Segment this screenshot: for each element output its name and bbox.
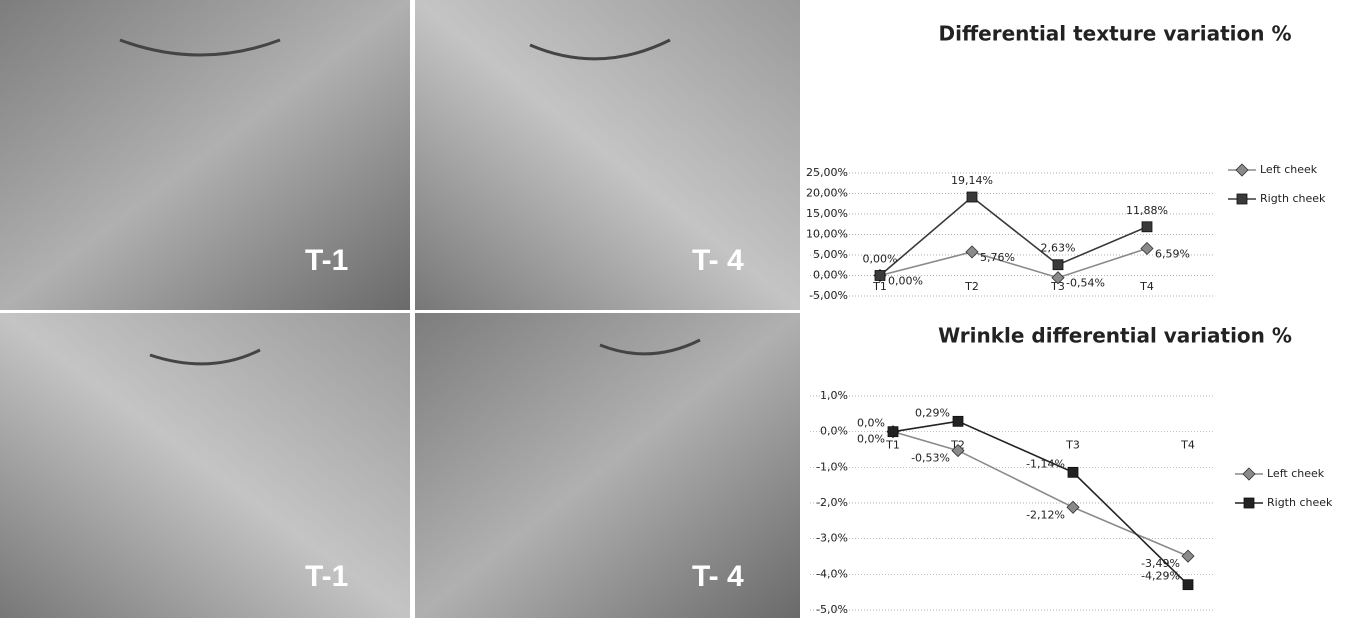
y-tick-label: 15,00%	[806, 207, 848, 220]
photo-label: T- 4	[692, 244, 744, 277]
x-tick-label: T3	[1065, 439, 1080, 452]
legend-label: Rigth cheek	[1260, 192, 1326, 205]
marker	[1141, 242, 1153, 254]
page: T-1 T- 4 T-1 T- 4 Differential texture v…	[0, 0, 1370, 618]
photo-label: T-1	[305, 560, 348, 593]
photo	[0, 313, 410, 618]
marker	[888, 427, 898, 437]
photo	[0, 0, 410, 310]
x-tick-label: T4	[1180, 439, 1195, 452]
y-tick-label: 1,0%	[820, 389, 848, 402]
marker	[875, 271, 885, 281]
y-tick-label: 0,0%	[820, 425, 848, 438]
data-label: -0,54%	[1066, 277, 1105, 290]
photo-label: T-1	[305, 244, 348, 277]
marker	[953, 416, 963, 426]
data-label: 0,0%	[857, 433, 885, 446]
y-tick-label: -3,0%	[816, 532, 848, 545]
data-label: 0,00%	[888, 275, 923, 288]
chart-title: Differential texture variation %	[939, 22, 1292, 46]
y-tick-label: 10,00%	[806, 228, 848, 241]
marker	[1142, 222, 1152, 232]
y-tick-label: -5,00%	[809, 289, 848, 302]
data-label: -1,14%	[1026, 457, 1065, 470]
y-tick-label: -2,0%	[816, 496, 848, 509]
legend-label: Rigth cheek	[1267, 496, 1333, 509]
chart-title: Wrinkle differential variation %	[938, 324, 1292, 348]
marker	[967, 192, 977, 202]
data-label: 0,00%	[863, 253, 898, 266]
data-label: 19,14%	[951, 174, 993, 187]
legend-marker	[1244, 498, 1254, 508]
marker	[966, 246, 978, 258]
data-label: 6,59%	[1155, 247, 1190, 260]
data-label: 0,0%	[857, 417, 885, 430]
data-label: 11,88%	[1126, 204, 1168, 217]
figure: T-1 T- 4 T-1 T- 4 Differential texture v…	[0, 0, 1370, 618]
legend-marker	[1237, 194, 1247, 204]
y-tick-label: 20,00%	[806, 187, 848, 200]
photo-label: T- 4	[692, 560, 744, 593]
legend-label: Left cheek	[1260, 163, 1318, 176]
y-tick-label: -4,0%	[816, 567, 848, 580]
data-label: -0,53%	[911, 452, 950, 465]
y-tick-label: -5,0%	[816, 603, 848, 616]
data-label: -3,49%	[1141, 557, 1180, 570]
x-tick-label: T1	[885, 439, 900, 452]
marker	[1068, 467, 1078, 477]
marker	[1183, 580, 1193, 590]
legend-label: Left cheek	[1267, 467, 1325, 480]
data-label: 5,76%	[980, 251, 1015, 264]
y-tick-label: -1,0%	[816, 460, 848, 473]
data-label: 2,63%	[1041, 242, 1076, 255]
data-label: -4,29%	[1141, 570, 1180, 583]
marker	[1182, 550, 1194, 562]
marker	[1053, 260, 1063, 270]
y-tick-label: 5,00%	[813, 248, 848, 261]
y-tick-label: 0,00%	[813, 269, 848, 282]
x-tick-label: T4	[1139, 280, 1154, 293]
y-tick-label: 25,00%	[806, 166, 848, 179]
data-label: 0,29%	[915, 406, 950, 419]
data-label: -2,12%	[1026, 508, 1065, 521]
legend-marker	[1243, 468, 1255, 480]
series-line	[893, 432, 1188, 556]
x-tick-label: T2	[964, 280, 979, 293]
legend-marker	[1236, 164, 1248, 176]
x-tick-label: T1	[872, 280, 887, 293]
